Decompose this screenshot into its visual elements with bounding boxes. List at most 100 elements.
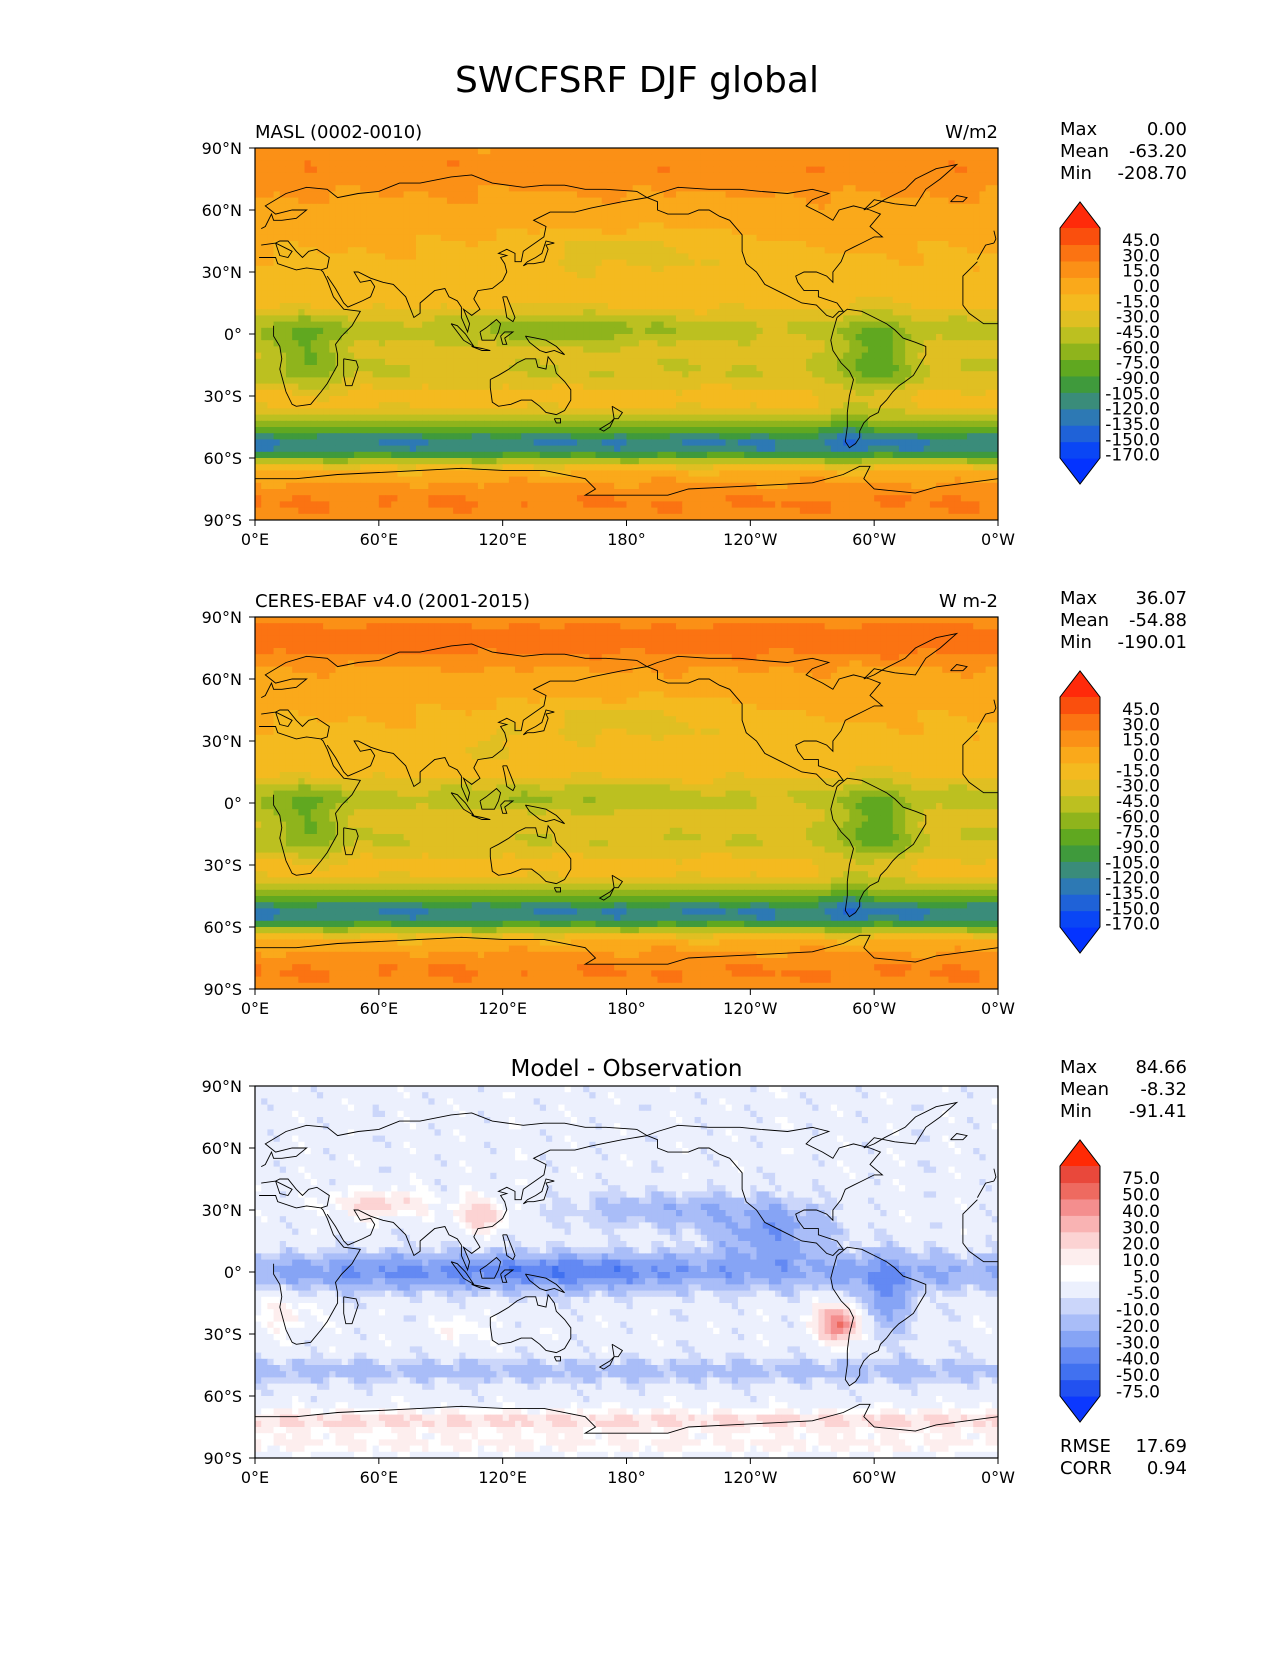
map-cell — [515, 210, 522, 217]
map-cell — [317, 291, 324, 298]
map-cell — [466, 260, 473, 267]
map-cell — [410, 365, 417, 372]
map-cell — [614, 284, 621, 291]
map-cell — [354, 222, 361, 229]
map-cell — [391, 328, 398, 335]
map-cell — [583, 247, 590, 254]
map-cell — [366, 384, 373, 391]
map-cell — [955, 384, 962, 391]
map-cell — [707, 328, 714, 335]
map-cell — [527, 291, 534, 298]
map-cell — [800, 359, 807, 366]
map-cell — [979, 241, 986, 248]
map-cell — [571, 402, 578, 409]
map-cell — [311, 173, 318, 180]
map-cell — [849, 291, 856, 298]
map-cell — [441, 340, 448, 347]
map-cell — [558, 402, 565, 409]
map-cell — [670, 334, 677, 341]
map-cell — [794, 328, 801, 335]
map-cell — [948, 253, 955, 260]
map-cell — [496, 148, 503, 155]
map-cell — [373, 253, 380, 260]
map-cell — [707, 179, 714, 186]
map-cell — [335, 216, 342, 223]
map-cell — [707, 185, 714, 192]
map-cell — [614, 334, 621, 341]
map-cell — [787, 328, 794, 335]
map-cell — [955, 291, 962, 298]
map-cell — [274, 384, 281, 391]
map-cell — [775, 247, 782, 254]
map-cell — [794, 371, 801, 378]
map-cell — [719, 198, 726, 205]
map-cell — [255, 167, 262, 174]
map-cell — [509, 334, 516, 341]
map-cell — [472, 235, 479, 242]
map-cell — [335, 204, 342, 211]
map-cell — [664, 353, 671, 360]
map-cell — [874, 303, 881, 310]
map-cell — [589, 402, 596, 409]
map-cell — [478, 315, 485, 322]
map-cell — [447, 204, 454, 211]
map-cell — [738, 390, 745, 397]
map-cell — [373, 198, 380, 205]
map-cell — [794, 334, 801, 341]
map-cell — [899, 210, 906, 217]
map-cell — [645, 328, 652, 335]
map-cell — [292, 260, 299, 267]
map-cell — [416, 322, 423, 329]
map-cell — [633, 371, 640, 378]
map-cell — [435, 167, 442, 174]
map-cell — [329, 216, 336, 223]
map-cell — [769, 309, 776, 316]
map-cell — [812, 148, 819, 155]
map-cell — [379, 247, 386, 254]
map-cell — [472, 222, 479, 229]
map-cell — [936, 216, 943, 223]
map-cell — [825, 365, 832, 372]
map-cell — [261, 315, 268, 322]
map-cell — [942, 179, 949, 186]
map-cell — [366, 346, 373, 353]
map-cell — [323, 371, 330, 378]
map-cell — [843, 148, 850, 155]
map-cell — [323, 229, 330, 236]
map-cell — [633, 260, 640, 267]
map-cell — [713, 284, 720, 291]
map-cell — [837, 377, 844, 384]
map-cell — [924, 222, 931, 229]
map-cell — [385, 402, 392, 409]
map-cell — [441, 297, 448, 304]
map-cell — [614, 235, 621, 242]
map-cell — [781, 303, 788, 310]
map-cell — [521, 148, 528, 155]
map-cell — [335, 396, 342, 403]
map-cell — [472, 154, 479, 161]
map-cell — [887, 204, 894, 211]
map-cell — [986, 179, 993, 186]
map-cell — [924, 179, 931, 186]
map-cell — [608, 384, 615, 391]
map-cell — [664, 340, 671, 347]
map-cell — [688, 371, 695, 378]
map-cell — [961, 222, 968, 229]
map-cell — [911, 216, 918, 223]
map-cell — [286, 346, 293, 353]
map-cell — [800, 167, 807, 174]
map-cell — [639, 396, 646, 403]
map-cell — [311, 160, 318, 167]
map-cell — [391, 340, 398, 347]
map-cell — [713, 322, 720, 329]
map-cell — [639, 340, 646, 347]
map-cell — [676, 284, 683, 291]
map-cell — [701, 198, 708, 205]
map-cell — [348, 160, 355, 167]
map-cell — [664, 260, 671, 267]
map-cell — [558, 173, 565, 180]
map-cell — [911, 377, 918, 384]
map-cell — [596, 291, 603, 298]
map-cell — [986, 353, 993, 360]
map-cell — [422, 365, 429, 372]
